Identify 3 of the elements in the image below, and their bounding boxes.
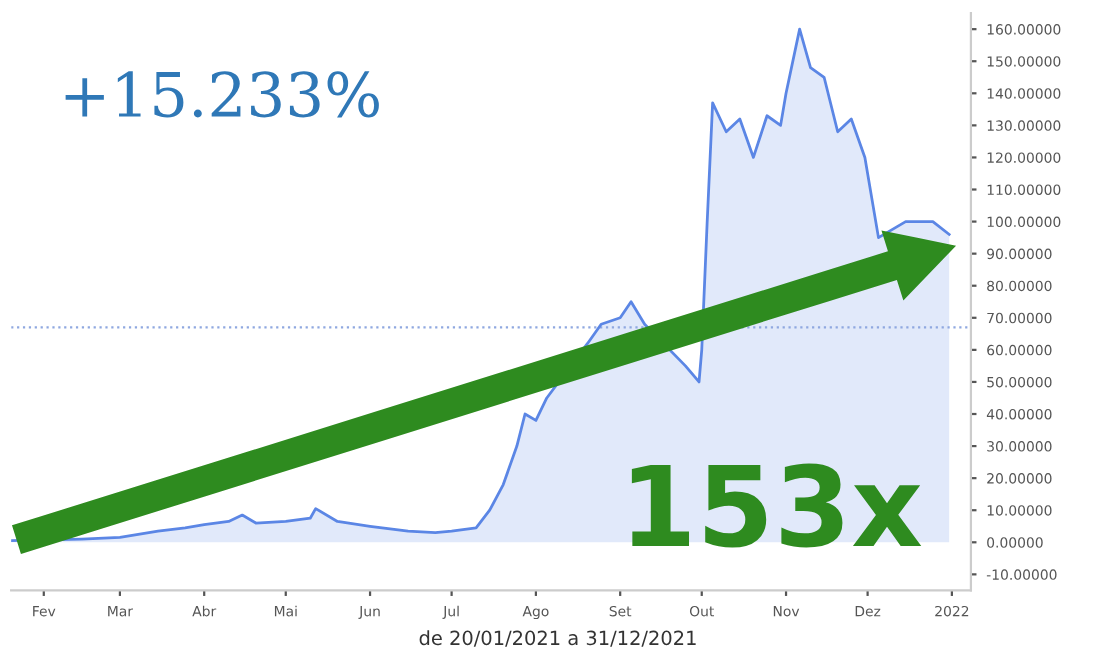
text: de 20/01/2021 a 31/12/2021 bbox=[419, 630, 696, 647]
annotation: +15.233% bbox=[65, 71, 379, 118]
annotation: 153x bbox=[631, 463, 922, 548]
